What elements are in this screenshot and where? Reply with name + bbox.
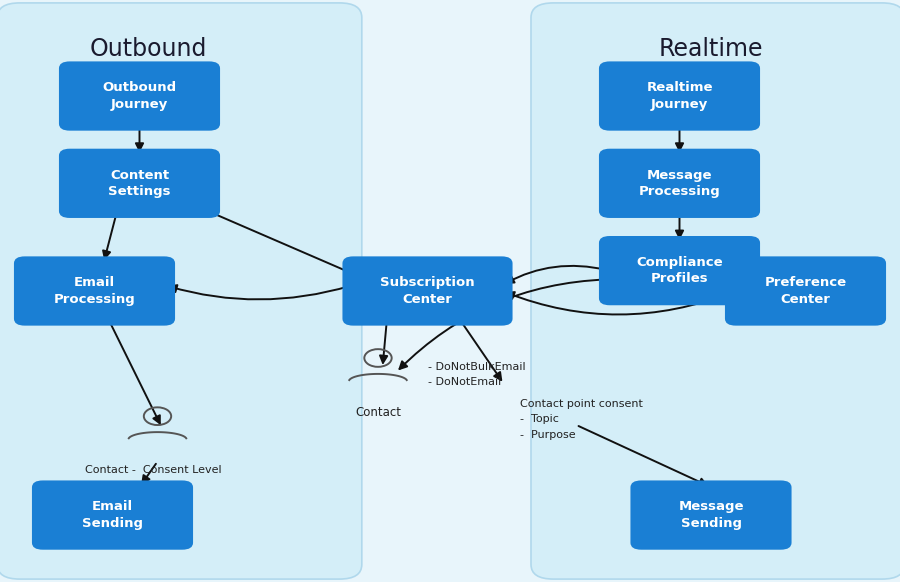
- Text: Email
Sending: Email Sending: [82, 501, 143, 530]
- Text: - DoNotBulkEmail
- DoNotEmail: - DoNotBulkEmail - DoNotEmail: [428, 362, 525, 388]
- Text: Content
Settings: Content Settings: [108, 169, 171, 198]
- FancyBboxPatch shape: [59, 148, 220, 218]
- FancyBboxPatch shape: [598, 62, 760, 131]
- FancyBboxPatch shape: [598, 148, 760, 218]
- Text: Contact -  Consent Level: Contact - Consent Level: [85, 465, 221, 475]
- Text: Contact: Contact: [355, 406, 401, 418]
- Text: Message
Processing: Message Processing: [639, 169, 720, 198]
- FancyBboxPatch shape: [32, 481, 193, 549]
- FancyBboxPatch shape: [59, 62, 220, 131]
- FancyBboxPatch shape: [598, 236, 760, 305]
- FancyBboxPatch shape: [630, 481, 792, 549]
- Text: Contact point consent
-  Topic
-  Purpose: Contact point consent - Topic - Purpose: [520, 399, 644, 440]
- Text: Realtime: Realtime: [659, 37, 763, 62]
- FancyBboxPatch shape: [342, 256, 512, 326]
- Text: Subscription
Center: Subscription Center: [380, 276, 475, 306]
- FancyBboxPatch shape: [0, 3, 362, 579]
- Text: Compliance
Profiles: Compliance Profiles: [636, 256, 723, 285]
- Text: Outbound
Journey: Outbound Journey: [103, 81, 176, 111]
- Text: Email
Processing: Email Processing: [54, 276, 135, 306]
- Text: Preference
Center: Preference Center: [764, 276, 847, 306]
- FancyBboxPatch shape: [14, 256, 175, 326]
- Text: Outbound: Outbound: [90, 37, 207, 62]
- Text: Message
Sending: Message Sending: [679, 501, 743, 530]
- Text: Realtime
Journey: Realtime Journey: [646, 81, 713, 111]
- FancyBboxPatch shape: [725, 256, 886, 326]
- FancyBboxPatch shape: [531, 3, 900, 579]
